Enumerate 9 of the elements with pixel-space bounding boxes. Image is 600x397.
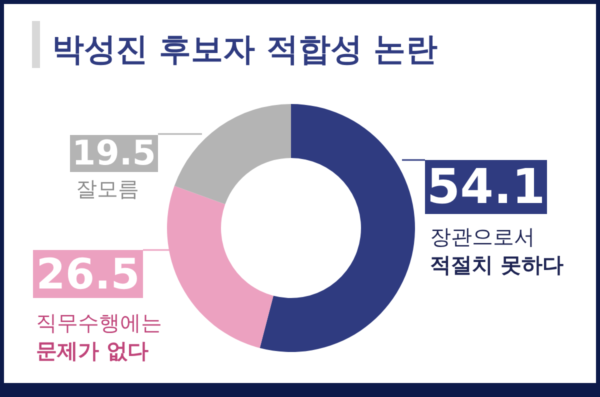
data-label: 19.5	[72, 134, 156, 174]
data-label: 54.1	[426, 159, 546, 215]
slice-label: 직무수행에는 문제가 없다	[36, 311, 162, 363]
legend-label: 잘모름	[76, 177, 139, 201]
chart-title: 박성진 후보자 적합성 논란	[52, 30, 438, 68]
donut-slice	[260, 104, 415, 352]
slice-label: 장관으로서 적절치 못하다	[430, 225, 564, 277]
donut-slice	[174, 104, 291, 204]
data-label: 26.5	[36, 250, 140, 298]
